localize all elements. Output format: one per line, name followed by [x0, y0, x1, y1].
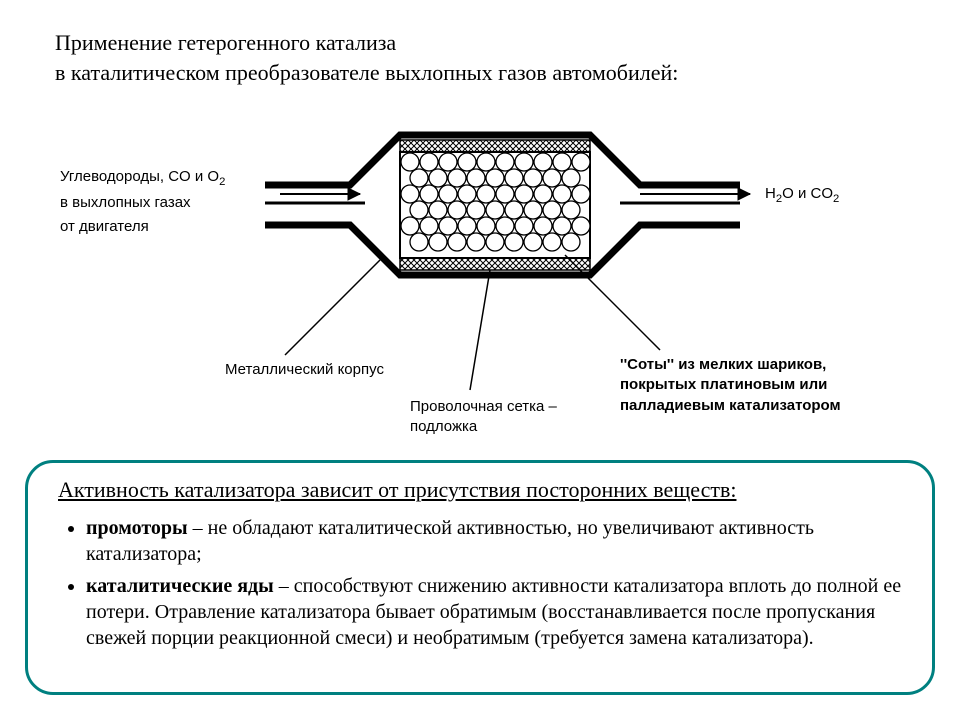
inlet-line2: в выхлопных газах: [60, 194, 191, 211]
label-metal-case: Металлический корпус: [225, 360, 395, 380]
outlet-h: H: [765, 185, 776, 202]
mesh-bottom: [400, 258, 590, 270]
list-item-promoters: промоторы – не обладают каталитической а…: [86, 515, 902, 567]
title-line-2: в каталитическом преобразователе выхлопн…: [55, 60, 678, 85]
outlet-co2-sub: 2: [833, 193, 839, 205]
callout-line-mesh: [470, 270, 490, 390]
outlet-mid: O и CO: [782, 185, 833, 202]
callout-line-beads: [565, 255, 660, 350]
list-item-poisons: каталитические яды – способствуют снижен…: [86, 573, 902, 651]
converter-diagram: Углеводороды, CO и O2 в выхлопных газах …: [60, 110, 900, 450]
label-wire-mesh: Проволочная сетка – подложка: [410, 397, 610, 438]
info-list: промоторы – не обладают каталитической а…: [58, 515, 902, 651]
inlet-line1: Углеводороды, CO и O: [60, 168, 219, 185]
desc-promoters: – не обладают каталитической активностью…: [86, 517, 814, 565]
info-box-heading: Активность катализатора зависит от прису…: [58, 477, 902, 503]
page-title: Применение гетерогенного катализа в ката…: [55, 28, 905, 87]
mesh-top: [400, 140, 590, 152]
label-catalyst-beads: ''Соты'' из мелких шариков, покрытых пла…: [620, 355, 890, 416]
inlet-arrow-icon: [280, 188, 360, 200]
title-line-1: Применение гетерогенного катализа: [55, 30, 396, 55]
info-box: Активность катализатора зависит от прису…: [25, 460, 935, 695]
inlet-o2-sub: 2: [219, 176, 225, 188]
outlet-arrow-icon: [640, 188, 750, 200]
outlet-label: H2O и CO2: [765, 185, 905, 205]
callout-line-case: [285, 260, 380, 355]
term-promoters: промоторы: [86, 517, 188, 539]
term-poisons: каталитические яды: [86, 575, 274, 597]
inlet-label: Углеводороды, CO и O2 в выхлопных газах …: [60, 165, 270, 239]
slide: Применение гетерогенного катализа в ката…: [0, 0, 960, 720]
inlet-line3: от двигателя: [60, 218, 149, 235]
